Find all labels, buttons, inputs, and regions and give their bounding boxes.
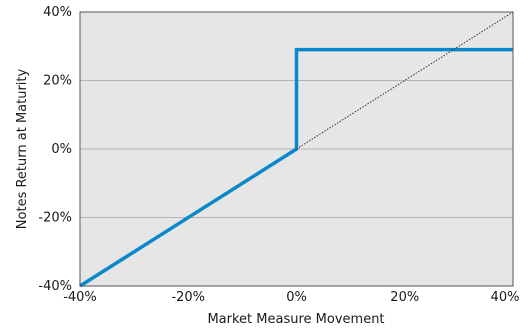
y-tick-label-4: 40% [43,5,72,20]
reference-diagonal-line [296,11,514,150]
x-tick-label-0: -40% [63,290,97,305]
x-tick-label-3: 20% [390,290,419,305]
x-tick-labels: -40% -20% 0% 20% 40% [63,290,519,305]
notes-return-line [79,47,513,288]
y-tick-label-0: -40% [38,279,72,294]
series-group [79,11,514,288]
x-tick-label-2: 0% [286,290,307,305]
y-axis-title: Notes Return at Maturity [15,68,30,229]
y-tick-label-1: -20% [38,211,72,226]
y-tick-label-2: 0% [51,142,72,157]
y-tick-label-3: 20% [43,74,72,89]
y-tick-labels: -40% -20% 0% 20% 40% [38,5,72,294]
x-tick-label-1: -20% [171,290,205,305]
plot-border [79,11,514,287]
x-axis-title: Market Measure Movement [207,312,384,327]
x-tick-label-4: 40% [491,290,520,305]
